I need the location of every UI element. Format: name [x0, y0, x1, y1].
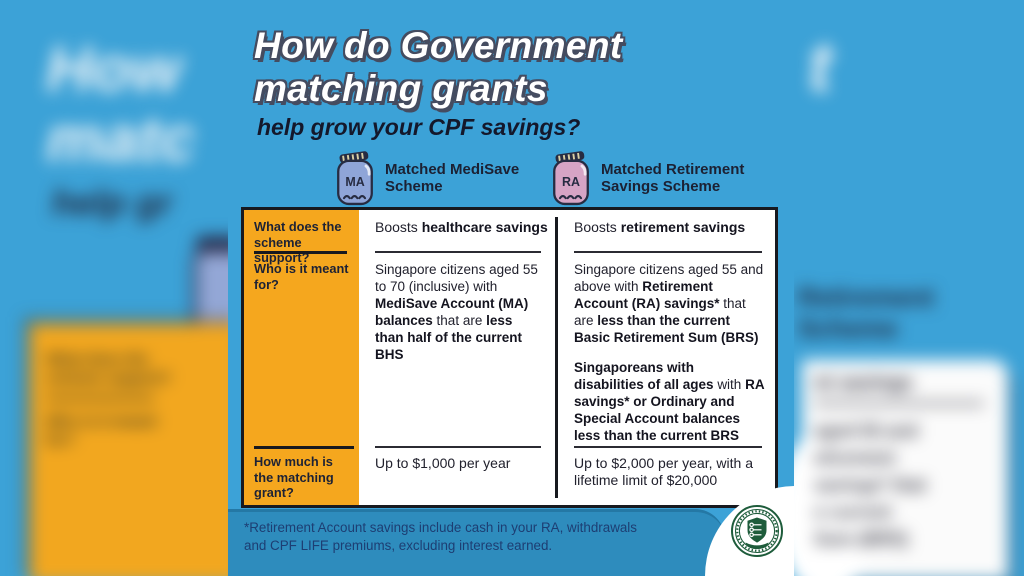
bg-left-divider: [46, 397, 154, 400]
column-divider: [555, 217, 558, 498]
question-meant-for: Who is it meant for?: [254, 261, 349, 292]
retirement-divider-1: [574, 251, 762, 253]
medisave-divider-2: [375, 446, 541, 448]
bg-right-panel-text: aged 55 and etirement savings* that e curre…: [814, 421, 927, 549]
medisave-grant-cell: Up to $1,000 per year: [375, 455, 511, 471]
bg-right-title-fragment: t: [808, 27, 832, 107]
footnote: *Retirement Account savings include cash…: [244, 520, 637, 553]
bg-right-scheme-heading: Retirement Scheme: [798, 282, 934, 343]
medisave-divider-1: [375, 251, 541, 253]
question-scheme-support: What does the scheme support?: [254, 219, 342, 265]
scheme-name-medisave: Matched MediSave Scheme: [385, 161, 520, 195]
medisave-column: Boosts healthcare savings Singapore citi…: [359, 210, 556, 505]
jar-label-ma: MA: [345, 175, 364, 189]
question-matching-grant: How much is the matching grant?: [254, 454, 334, 500]
background-blur-left: How matc help gr What does the scheme su…: [0, 0, 228, 576]
bg-left-title-2: matc: [46, 103, 196, 175]
question-divider-2: [254, 446, 354, 449]
medisave-jar-icon: MA: [337, 151, 373, 206]
infographic-center: How do Government matching grants help gr…: [228, 0, 794, 576]
medisave-meant-for-cell: Singapore citizens aged 55 to 70 (inclus…: [375, 262, 538, 362]
retirement-jar-icon: RA: [553, 151, 589, 206]
medisave-supports-cell: Boosts healthcare savings: [375, 219, 548, 235]
scheme-name-retirement: Matched Retirement Savings Scheme: [601, 161, 745, 195]
retirement-grant-cell: Up to $2,000 per year, with a lifetime l…: [574, 455, 753, 488]
bg-left-question-2: Who is it meant for?: [46, 413, 157, 449]
jar-label-ra: RA: [562, 175, 580, 189]
comparison-table: What does the scheme support? Who is it …: [241, 207, 778, 508]
background-blur-right: t Retirement Scheme nt savings aged 55 an…: [794, 0, 1024, 576]
bg-left-title-1: How: [46, 33, 182, 105]
footer-panel: [228, 509, 725, 576]
page-title: How do Government matching grants: [254, 25, 623, 109]
page-subtitle: help grow your CPF savings?: [257, 114, 581, 140]
bg-left-subtitle: help gr: [52, 182, 173, 223]
question-column: What does the scheme support? Who is it …: [244, 210, 359, 505]
retirement-divider-2: [574, 446, 762, 448]
retirement-supports-cell: Boosts retirement savings: [574, 219, 746, 235]
question-divider-1: [254, 251, 347, 254]
retirement-column: Boosts retirement savings Singapore citi…: [558, 210, 775, 505]
retirement-meant-for-cell: Singapore citizens aged 55 and above wit…: [574, 262, 765, 443]
bg-right-panel-divider: [814, 402, 984, 405]
bg-right-panel-heading: nt savings: [814, 372, 913, 394]
bg-left-question-1: What does the scheme support?: [46, 351, 172, 387]
bg-left-yellow-box: [30, 324, 228, 576]
cpf-board-emblem-icon: [731, 505, 783, 557]
